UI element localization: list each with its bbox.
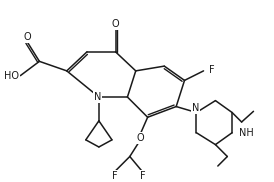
Text: N: N	[192, 103, 199, 113]
Text: O: O	[112, 19, 119, 29]
Text: O: O	[24, 32, 31, 42]
Text: F: F	[209, 65, 214, 75]
Text: NH: NH	[239, 128, 253, 138]
Text: O: O	[137, 133, 144, 143]
Text: N: N	[93, 92, 101, 102]
Text: F: F	[112, 171, 117, 181]
Text: HO: HO	[4, 71, 19, 81]
Text: F: F	[140, 171, 146, 181]
